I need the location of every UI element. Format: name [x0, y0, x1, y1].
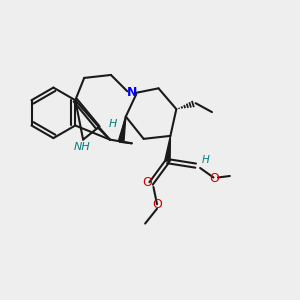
Text: O: O: [209, 172, 219, 184]
Text: O: O: [152, 198, 162, 211]
Text: H: H: [201, 155, 209, 165]
Text: O: O: [142, 176, 152, 189]
Text: H: H: [108, 119, 117, 129]
Polygon shape: [119, 117, 126, 141]
Text: N: N: [127, 86, 137, 99]
Text: NH: NH: [73, 142, 90, 152]
Polygon shape: [165, 136, 170, 161]
